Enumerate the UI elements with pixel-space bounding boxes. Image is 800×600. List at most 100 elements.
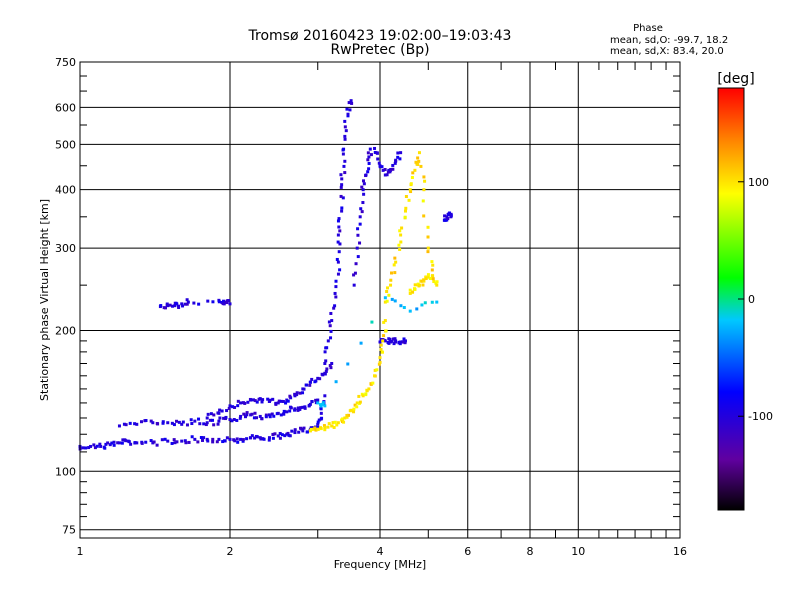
data-point bbox=[313, 380, 317, 384]
data-point bbox=[361, 201, 365, 205]
data-point bbox=[341, 152, 345, 156]
data-point bbox=[289, 396, 293, 400]
data-point bbox=[180, 302, 184, 306]
data-point bbox=[221, 440, 225, 444]
data-point bbox=[375, 151, 379, 155]
data-point bbox=[186, 300, 190, 304]
data-point bbox=[387, 293, 391, 297]
y-tick-label: 100 bbox=[55, 465, 76, 478]
data-point bbox=[422, 278, 426, 282]
data-point bbox=[344, 129, 348, 133]
data-point bbox=[340, 183, 344, 187]
data-point bbox=[193, 437, 197, 441]
data-point bbox=[296, 408, 300, 412]
data-point bbox=[398, 247, 402, 251]
data-point bbox=[392, 342, 396, 346]
data-point bbox=[217, 411, 221, 415]
data-point bbox=[279, 413, 283, 417]
data-point bbox=[286, 431, 290, 435]
data-point bbox=[378, 356, 382, 360]
data-point bbox=[364, 173, 368, 177]
data-point bbox=[205, 421, 209, 425]
data-point bbox=[403, 215, 407, 219]
data-point bbox=[202, 422, 206, 426]
data-point bbox=[345, 413, 349, 417]
data-point bbox=[413, 283, 417, 287]
data-point bbox=[174, 301, 178, 305]
data-point bbox=[366, 170, 370, 174]
data-point bbox=[293, 428, 297, 432]
data-point bbox=[255, 400, 259, 404]
data-point bbox=[218, 408, 222, 412]
data-point bbox=[308, 383, 312, 387]
data-point bbox=[398, 157, 402, 161]
data-point bbox=[334, 279, 338, 283]
data-point bbox=[309, 426, 313, 430]
colorbar-tick-label: 0 bbox=[748, 293, 755, 306]
data-point bbox=[321, 401, 325, 405]
data-point bbox=[127, 440, 131, 444]
data-point bbox=[262, 437, 266, 441]
data-point bbox=[391, 167, 395, 171]
data-point bbox=[316, 425, 320, 429]
data-point bbox=[211, 418, 215, 422]
data-point bbox=[356, 233, 360, 237]
data-point bbox=[233, 405, 237, 409]
data-point bbox=[278, 436, 282, 440]
data-point bbox=[381, 339, 385, 343]
data-point bbox=[332, 306, 336, 310]
data-point bbox=[243, 415, 247, 419]
data-point bbox=[217, 300, 221, 304]
data-point bbox=[298, 407, 302, 411]
data-point bbox=[402, 337, 406, 341]
data-point bbox=[334, 380, 338, 384]
data-point bbox=[383, 319, 387, 323]
data-point bbox=[330, 319, 334, 323]
data-point bbox=[211, 437, 215, 441]
data-point bbox=[206, 299, 210, 303]
data-point bbox=[378, 165, 382, 169]
data-point bbox=[206, 412, 210, 416]
data-point bbox=[223, 439, 227, 443]
data-point bbox=[211, 300, 215, 304]
data-point bbox=[173, 441, 177, 445]
data-point bbox=[129, 442, 133, 446]
data-point bbox=[322, 424, 326, 428]
data-point bbox=[89, 444, 93, 448]
grid-lines bbox=[80, 62, 680, 538]
data-point bbox=[384, 329, 388, 333]
data-point bbox=[356, 227, 360, 231]
data-point bbox=[435, 283, 439, 287]
data-point bbox=[163, 437, 167, 441]
data-point bbox=[360, 392, 364, 396]
data-point bbox=[212, 413, 216, 417]
data-point bbox=[209, 412, 213, 416]
x-tick-labels: 1 2 4 6 8 10 16 bbox=[77, 545, 688, 558]
data-point bbox=[161, 420, 165, 424]
data-point bbox=[340, 209, 344, 213]
data-point bbox=[239, 437, 243, 441]
data-point bbox=[323, 404, 327, 408]
data-point bbox=[430, 268, 434, 272]
data-point bbox=[301, 429, 305, 433]
data-point bbox=[333, 420, 337, 424]
data-point bbox=[343, 134, 347, 138]
data-point bbox=[155, 443, 159, 447]
data-point bbox=[338, 268, 342, 272]
data-point bbox=[347, 101, 351, 105]
data-point bbox=[122, 422, 126, 426]
data-point bbox=[377, 362, 381, 366]
data-point bbox=[337, 250, 341, 254]
data-point bbox=[341, 417, 345, 421]
data-point bbox=[336, 260, 340, 264]
data-point bbox=[117, 424, 121, 428]
data-point bbox=[343, 119, 347, 123]
data-point bbox=[324, 369, 328, 373]
data-point bbox=[149, 439, 153, 443]
data-point bbox=[273, 432, 277, 436]
data-point bbox=[408, 188, 412, 192]
data-point bbox=[422, 188, 426, 192]
data-point bbox=[87, 446, 91, 450]
data-point bbox=[365, 389, 369, 393]
data-point bbox=[389, 167, 393, 171]
